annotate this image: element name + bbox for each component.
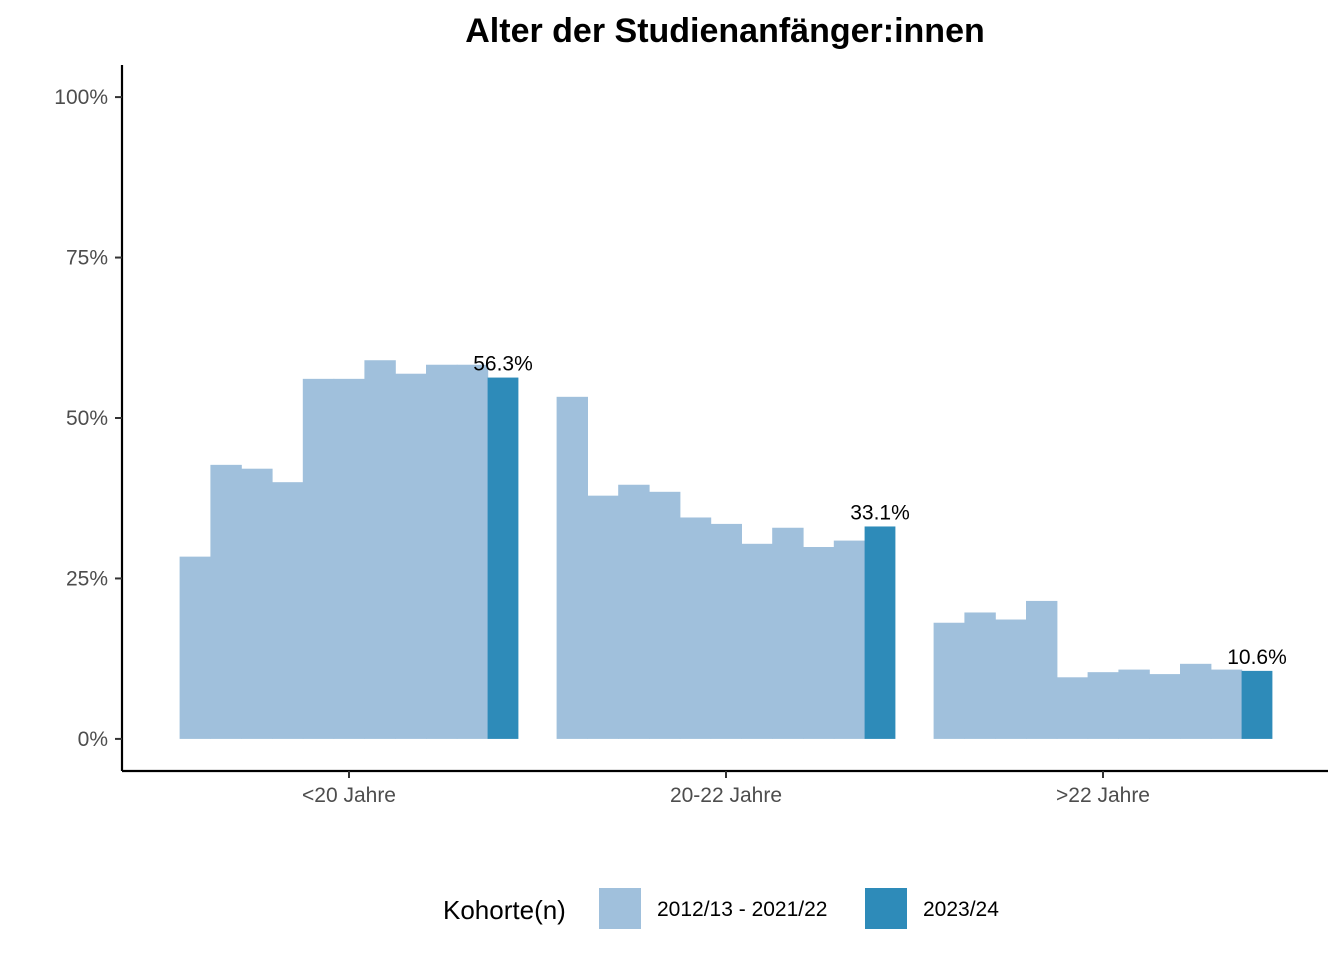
y-tick-label: 50%	[66, 407, 108, 430]
bar-history	[456, 364, 489, 739]
legend-key-history	[599, 888, 641, 929]
y-tick-label: 100%	[54, 86, 108, 109]
bar-history	[1118, 669, 1150, 739]
bar-history	[772, 527, 804, 739]
bar-history	[933, 622, 965, 739]
bar-history	[803, 547, 835, 739]
bar-history	[426, 364, 458, 739]
y-tick-label: 25%	[66, 567, 108, 590]
data-label: 33.1%	[850, 501, 910, 524]
y-tick-label: 0%	[78, 728, 108, 751]
bar-history	[710, 523, 742, 739]
bar-history	[679, 517, 712, 739]
x-axis: <20 Jahre 20-22 Jahre >22 Jahre	[122, 769, 1328, 807]
bar-history	[741, 543, 773, 739]
bar-history	[1087, 672, 1119, 739]
bars	[179, 360, 1273, 739]
legend-label-current: 2023/24	[923, 898, 999, 921]
bar-history	[1149, 674, 1181, 739]
data-label: 56.3%	[473, 353, 533, 376]
bar-history	[649, 491, 681, 739]
bar-history	[587, 495, 619, 739]
bar-current	[864, 526, 896, 739]
bar-history	[995, 619, 1027, 739]
bar-history	[1056, 677, 1089, 739]
chart-title: Alter der Studienanfänger:innen	[465, 12, 985, 50]
bar-history	[618, 484, 650, 739]
legend-title: Kohorte(n)	[443, 895, 566, 925]
bar-history	[210, 464, 242, 739]
legend-key-current	[865, 888, 907, 929]
bar-history	[1180, 663, 1212, 739]
bar-history	[333, 378, 365, 739]
y-axis: 0% 25% 50% 75% 100%	[54, 65, 124, 771]
x-tick-label: <20 Jahre	[302, 784, 396, 807]
y-tick-label: 75%	[66, 247, 108, 270]
bar-history	[556, 396, 588, 739]
bar-history	[272, 482, 304, 739]
x-tick-label: 20-22 Jahre	[670, 784, 782, 807]
data-label: 10.6%	[1227, 646, 1287, 669]
bar-history	[833, 540, 866, 739]
bar-history	[302, 378, 335, 739]
bar-current	[487, 377, 519, 739]
bar-current	[1241, 670, 1273, 739]
bar-history	[1210, 669, 1243, 739]
bar-history	[364, 360, 396, 739]
data-labels: 56.3% 33.1% 10.6%	[473, 353, 1287, 669]
bar-history	[964, 612, 996, 739]
bar-history	[1026, 600, 1058, 739]
bar-history	[395, 373, 427, 739]
bar-history	[179, 556, 211, 739]
legend: Kohorte(n) 2012/13 - 2021/22 2023/24	[443, 888, 999, 929]
bar-history	[241, 468, 273, 739]
legend-label-history: 2012/13 - 2021/22	[657, 898, 827, 921]
x-tick-label: >22 Jahre	[1056, 784, 1150, 807]
